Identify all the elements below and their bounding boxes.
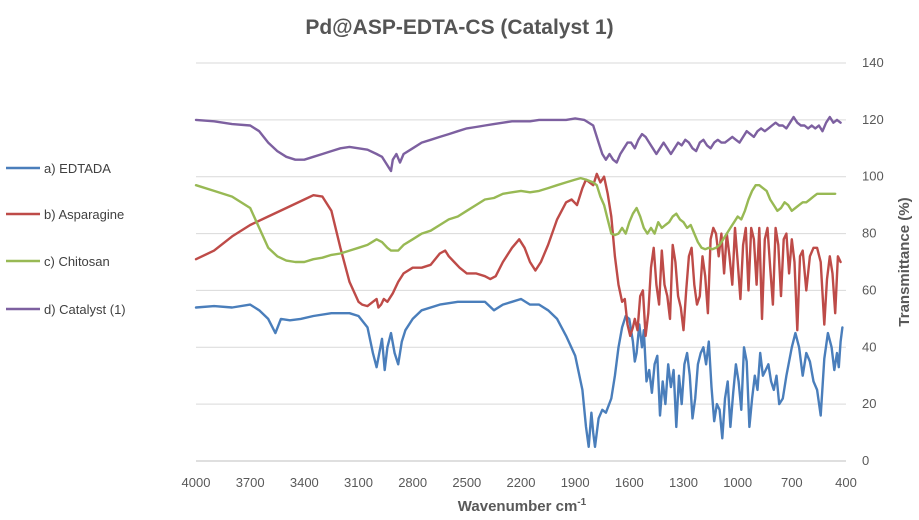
x-tick-label: 700 <box>781 475 803 490</box>
legend-label: b) Asparagine <box>44 207 124 222</box>
series-line-3 <box>194 176 837 264</box>
x-axis-title: Wavenumber cm-1 <box>458 497 587 515</box>
y-tick-label: 20 <box>862 396 876 411</box>
x-tick-label: 1900 <box>561 475 590 490</box>
x-tick-label: 4000 <box>182 475 211 490</box>
y-tick-label: 60 <box>862 282 876 297</box>
x-tick-label: 1600 <box>615 475 644 490</box>
chart-title: Pd@ASP-EDTA-CS (Catalyst 1) <box>305 16 614 39</box>
x-tick-label: 1300 <box>669 475 698 490</box>
y-tick-label: 140 <box>862 55 884 70</box>
series-line-4 <box>194 115 842 173</box>
x-axis-ticks: 4000 3700 3400 3100 2800 2500 2200 1900 1600 1300… <box>182 475 857 490</box>
x-tick-label: 1000 <box>723 475 752 490</box>
y-tick-label: 120 <box>862 112 884 127</box>
gridlines <box>196 62 846 462</box>
x-tick-label: 2500 <box>452 475 481 490</box>
legend: a) EDTADA b) Asparagine c) Chitosan d) Cata… <box>6 161 126 317</box>
series-line-1 <box>194 297 844 448</box>
series-lines <box>194 115 844 448</box>
x-tick-label: 3100 <box>344 475 373 490</box>
x-tick-label: 2200 <box>507 475 536 490</box>
x-tick-label: 3400 <box>290 475 319 490</box>
legend-label: c) Chitosan <box>44 254 110 269</box>
legend-label: a) EDTADA <box>44 161 111 176</box>
x-axis-title-superscript: -1 <box>577 497 586 508</box>
x-tick-label: 400 <box>835 475 857 490</box>
y-tick-label: 0 <box>862 453 869 468</box>
x-axis-title-text: Wavenumber cm <box>458 498 577 515</box>
legend-label: d) Catalyst (1) <box>44 302 126 317</box>
y-tick-label: 100 <box>862 169 884 184</box>
y-tick-label: 80 <box>862 226 876 241</box>
y-tick-label: 40 <box>862 339 876 354</box>
y-axis-ticks: 0 20 40 60 80 100 120 140 <box>862 55 884 468</box>
x-tick-label: 3700 <box>236 475 265 490</box>
series-line-2 <box>194 172 842 338</box>
y-axis-title: Transmittance (%) <box>896 197 913 326</box>
x-tick-label: 2800 <box>398 475 427 490</box>
